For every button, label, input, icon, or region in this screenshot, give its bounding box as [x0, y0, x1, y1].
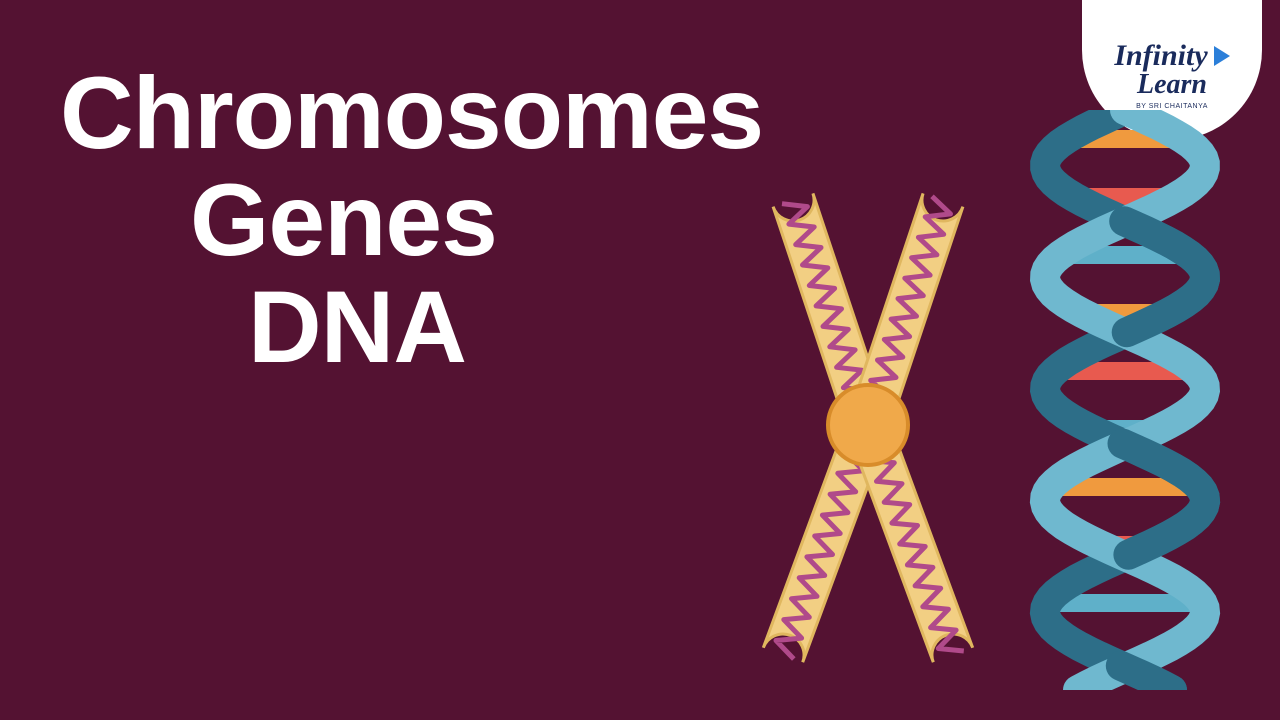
dna-helix-illustration — [1010, 110, 1240, 690]
headline-line-1: Chromosomes — [60, 60, 763, 167]
brand-logo-word1: Infinity — [1114, 39, 1207, 73]
headline-line-2: Genes — [190, 167, 763, 274]
slide-stage: Chromosomes Genes DNA Infinity Learn BY … — [0, 0, 1280, 720]
headline-block: Chromosomes Genes DNA — [60, 60, 763, 381]
arrow-icon — [1214, 46, 1230, 66]
brand-logo-subtitle: BY SRI CHAITANYA — [1136, 103, 1208, 110]
brand-logo-line1: Infinity — [1114, 39, 1229, 73]
headline-line-3: DNA — [248, 274, 763, 381]
brand-logo-line2: Learn — [1137, 69, 1207, 101]
chromosome-illustration — [738, 170, 998, 680]
